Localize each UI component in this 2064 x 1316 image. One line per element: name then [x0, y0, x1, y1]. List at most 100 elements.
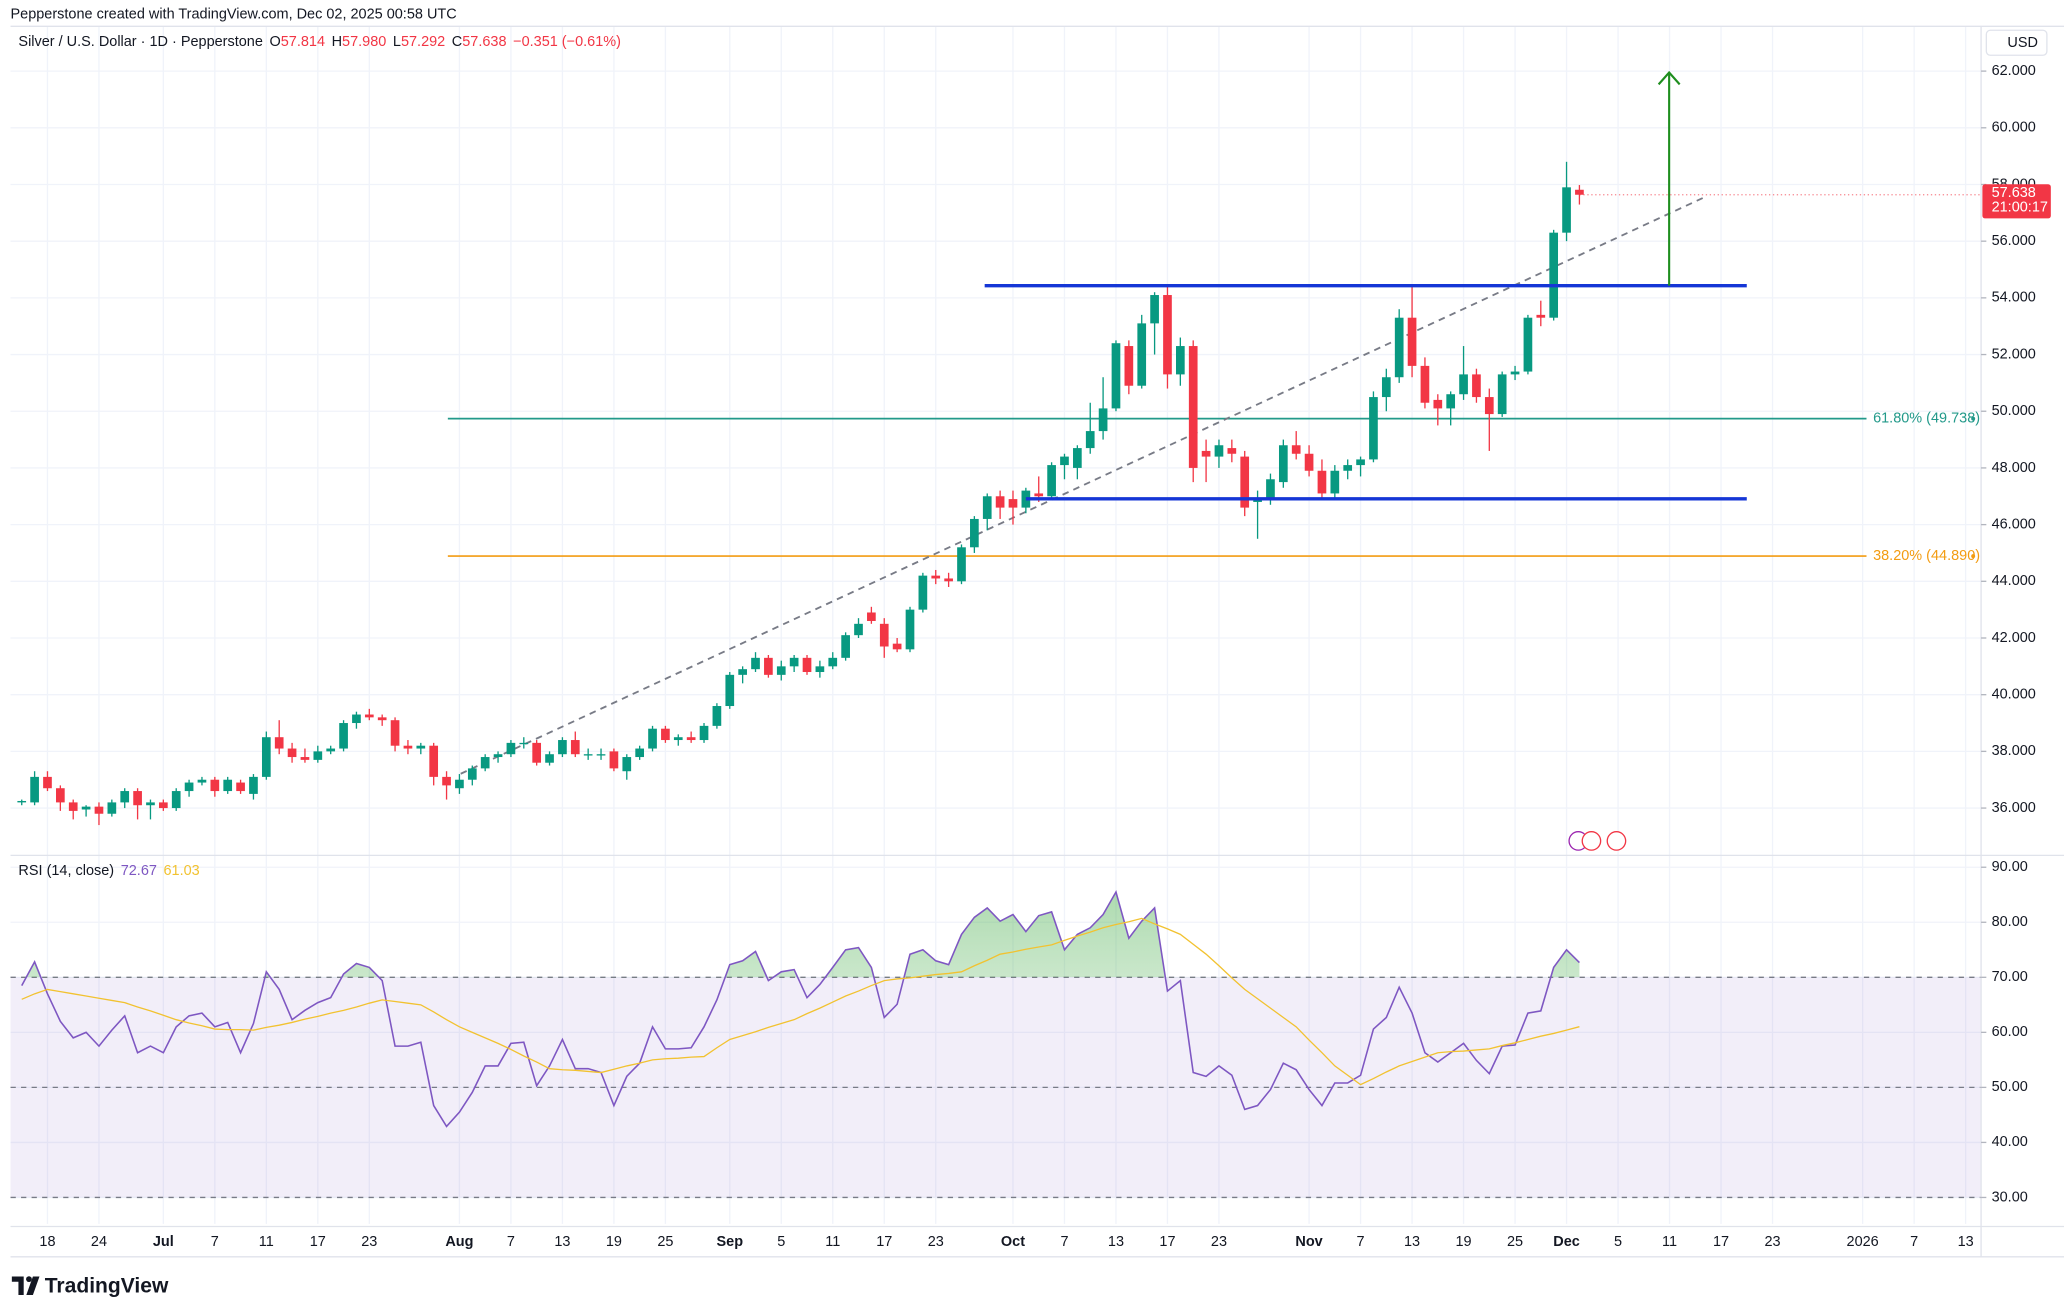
candle-body: [81, 806, 91, 810]
x-tick-label: 7: [1357, 1234, 1365, 1250]
x-tick-label: 23: [361, 1234, 377, 1250]
x-tick-label: Nov: [1295, 1234, 1322, 1250]
candle-body: [1317, 470, 1327, 494]
candle-body: [1343, 465, 1353, 471]
rsi-ma-line: [21, 917, 1580, 1086]
y-tick-label: 38.000: [1992, 743, 2036, 759]
x-tick-label: 17: [876, 1234, 892, 1250]
x-tick-label: Dec: [1553, 1234, 1580, 1250]
candle-body: [802, 657, 812, 673]
x-tick-label: 11: [259, 1234, 274, 1250]
y-tick-label: 62.000: [1992, 63, 2036, 79]
candle-body: [532, 742, 542, 763]
y-tick-label: 54.000: [1992, 290, 2036, 306]
candle-body: [1214, 445, 1224, 457]
rsi-line: [21, 889, 1580, 1128]
candle-body: [545, 754, 554, 763]
candle-body: [1291, 445, 1301, 454]
candle-body: [506, 742, 516, 755]
candle-body: [764, 657, 773, 675]
rsi-legend-value: 61.03: [164, 863, 200, 879]
candle-body: [789, 657, 799, 667]
candle-body: [673, 737, 683, 741]
y-tick-label: 56.000: [1992, 233, 2036, 249]
candle-body: [467, 768, 477, 780]
candle-body: [918, 575, 928, 610]
candle-body: [1446, 394, 1456, 409]
legend-ohlc-label: H: [332, 34, 342, 50]
x-tick-label: 17: [310, 1234, 326, 1250]
candle-body: [158, 802, 168, 809]
candle-body: [107, 802, 117, 814]
candle-body: [1497, 374, 1507, 415]
y-tick-label: 40.000: [1992, 687, 2036, 703]
price-tag-value: 57.638: [1992, 185, 2036, 201]
event-icon[interactable]: [1581, 831, 1602, 851]
candle-body: [1163, 295, 1172, 375]
candle-body: [995, 496, 1005, 508]
candle-body: [854, 623, 863, 636]
candle-body: [1201, 450, 1211, 457]
candle-body: [390, 720, 400, 746]
candle-body: [1536, 314, 1546, 318]
brand-icon: [11, 1276, 40, 1295]
candle-body: [1278, 445, 1288, 483]
candle-body: [905, 609, 915, 650]
candle-body: [1523, 317, 1533, 372]
candle-body: [558, 740, 567, 755]
candle-body: [570, 740, 580, 755]
candle-body: [442, 776, 451, 786]
candle-body: [1266, 479, 1275, 500]
candle-body: [1124, 346, 1134, 386]
rsi-y-tick-label: 60.00: [1992, 1024, 2028, 1040]
candle-body: [326, 748, 336, 752]
candle-body: [944, 578, 953, 582]
fib-end-dot: [1971, 554, 1976, 559]
candle-body: [197, 779, 207, 783]
rsi-layer: [10, 889, 1982, 1199]
candle-body: [1175, 346, 1185, 375]
candle-body: [171, 791, 181, 809]
candle-body: [313, 751, 323, 760]
x-tick-label: Sep: [716, 1234, 743, 1250]
rsi-y-tick-label: 50.00: [1992, 1079, 2028, 1095]
legend-ohlc-label: O: [269, 34, 280, 50]
brand-icon-dot: [26, 1276, 32, 1283]
event-icon[interactable]: [1606, 831, 1627, 851]
candle-body: [635, 748, 645, 758]
y-tick-label: 50.000: [1992, 403, 2036, 419]
legend-change: −0.351 (−0.61%): [513, 34, 621, 50]
legend-ohlc-value: 57.638: [462, 34, 506, 50]
candle-body: [1137, 323, 1147, 386]
candle-body: [120, 791, 130, 803]
candle-body: [970, 518, 979, 548]
legend-ohlc-label: C: [452, 34, 462, 50]
candle-body: [661, 728, 670, 741]
candle-body: [300, 757, 310, 760]
candle-body: [1420, 365, 1430, 403]
currency-box[interactable]: [1985, 29, 2048, 56]
x-tick-label: 2026: [1847, 1234, 1879, 1250]
candle-body: [403, 745, 413, 749]
candle-body: [1510, 371, 1520, 375]
legend-ohlc-label: L: [393, 34, 401, 50]
candle-body: [648, 728, 657, 749]
candle-body: [892, 643, 902, 650]
candle-body: [699, 725, 709, 741]
candle-body: [352, 714, 361, 724]
x-tick-label: Oct: [1001, 1234, 1025, 1250]
candle-body: [815, 666, 825, 673]
y-tick-label: 36.000: [1992, 800, 2036, 816]
price-tag-countdown: 21:00:17: [1992, 200, 2048, 216]
candle-body: [841, 635, 850, 658]
candle-body: [133, 791, 142, 806]
x-tick-label: 23: [1764, 1234, 1780, 1250]
candle-body: [609, 751, 619, 769]
candle-body: [377, 717, 387, 721]
fib-label: 38.20% (44.890): [1873, 548, 1980, 564]
candle-body: [1407, 317, 1417, 366]
candle-body: [1356, 459, 1365, 466]
brand-name: TradingView: [45, 1275, 169, 1298]
candle-body: [1150, 295, 1159, 324]
